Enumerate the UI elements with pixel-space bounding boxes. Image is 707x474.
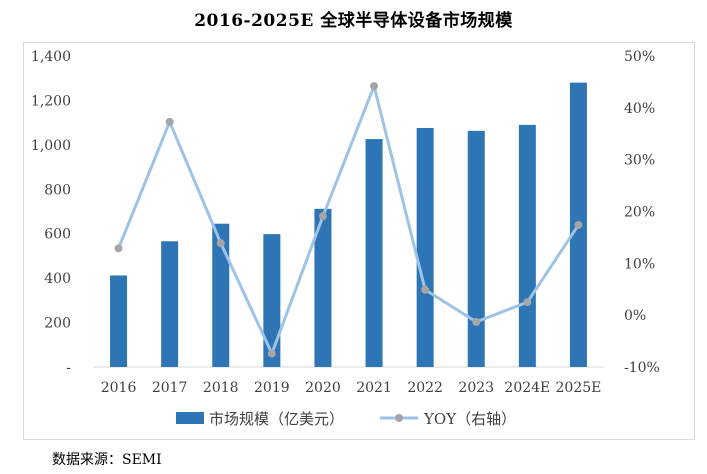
yoy-point (216, 239, 225, 248)
x-tick-label: 2023 (458, 380, 494, 396)
x-tick-label: 2017 (152, 380, 188, 396)
legend-bar-swatch (176, 412, 204, 424)
chart-frame (23, 42, 695, 440)
x-tick-label: 2025E (556, 380, 602, 396)
y-right-tick-label: 40% (624, 101, 655, 117)
bar (518, 124, 536, 367)
y-left-tick-label: 400 (44, 271, 71, 287)
bar (110, 275, 128, 367)
y-right-tick-label: 30% (624, 153, 655, 169)
yoy-point (165, 117, 174, 126)
bar (314, 208, 332, 367)
yoy-line (117, 84, 580, 356)
yoy-point (421, 285, 430, 294)
y-left-tick-label: 200 (44, 316, 71, 332)
y-right-tick-label: 10% (624, 256, 655, 272)
axes-layer: - 200 400 600 800 1,000 1,200 1,400 -10% 0% 10% 20%… (31, 49, 660, 396)
yoy-point (472, 317, 481, 326)
yoy-point (523, 298, 532, 307)
y-right-tick-label: -10% (624, 360, 660, 376)
bar (212, 223, 230, 367)
bars-layer (110, 82, 587, 368)
x-tick-label: 2020 (305, 380, 341, 396)
bar (161, 241, 179, 367)
y-left-tick-label: - (66, 360, 71, 376)
y-left-tick-label: 1,400 (31, 49, 71, 65)
y-right-tick-label: 20% (624, 205, 655, 221)
x-tick-label: 2016 (101, 380, 137, 396)
yoy-point (574, 220, 583, 229)
yoy-point (370, 82, 379, 91)
y-left-tick-label: 800 (44, 182, 71, 198)
bar (263, 234, 281, 367)
legend-bar-label: 市场规模（亿美元） (209, 410, 344, 428)
bar (416, 127, 434, 367)
y-right-tick-label: 50% (624, 49, 655, 65)
chart-title: 2016-2025E 全球半导体设备市场规模 (194, 11, 513, 31)
bar (365, 139, 383, 367)
x-tick-label: 2022 (407, 380, 443, 396)
y-left-tick-label: 600 (44, 227, 71, 243)
bar (467, 130, 485, 367)
y-left-tick-label: 1,200 (31, 93, 71, 109)
x-tick-label: 2024E (504, 380, 550, 396)
yoy-point (267, 349, 276, 358)
chart-legend: 市场规模（亿美元） YOY（右轴） (176, 410, 516, 428)
x-tick-label: 2021 (356, 380, 392, 396)
source-note: 数据来源：SEMI (52, 452, 162, 468)
y-right-tick-label: 0% (624, 308, 646, 324)
y-left-tick-label: 1,000 (31, 138, 71, 154)
legend-line-label: YOY（右轴） (423, 410, 516, 428)
x-tick-label: 2018 (203, 380, 239, 396)
line-layer (114, 82, 583, 358)
yoy-point (114, 244, 123, 253)
legend-line-marker (395, 414, 403, 422)
yoy-point (318, 212, 327, 221)
x-tick-label: 2019 (254, 380, 290, 396)
